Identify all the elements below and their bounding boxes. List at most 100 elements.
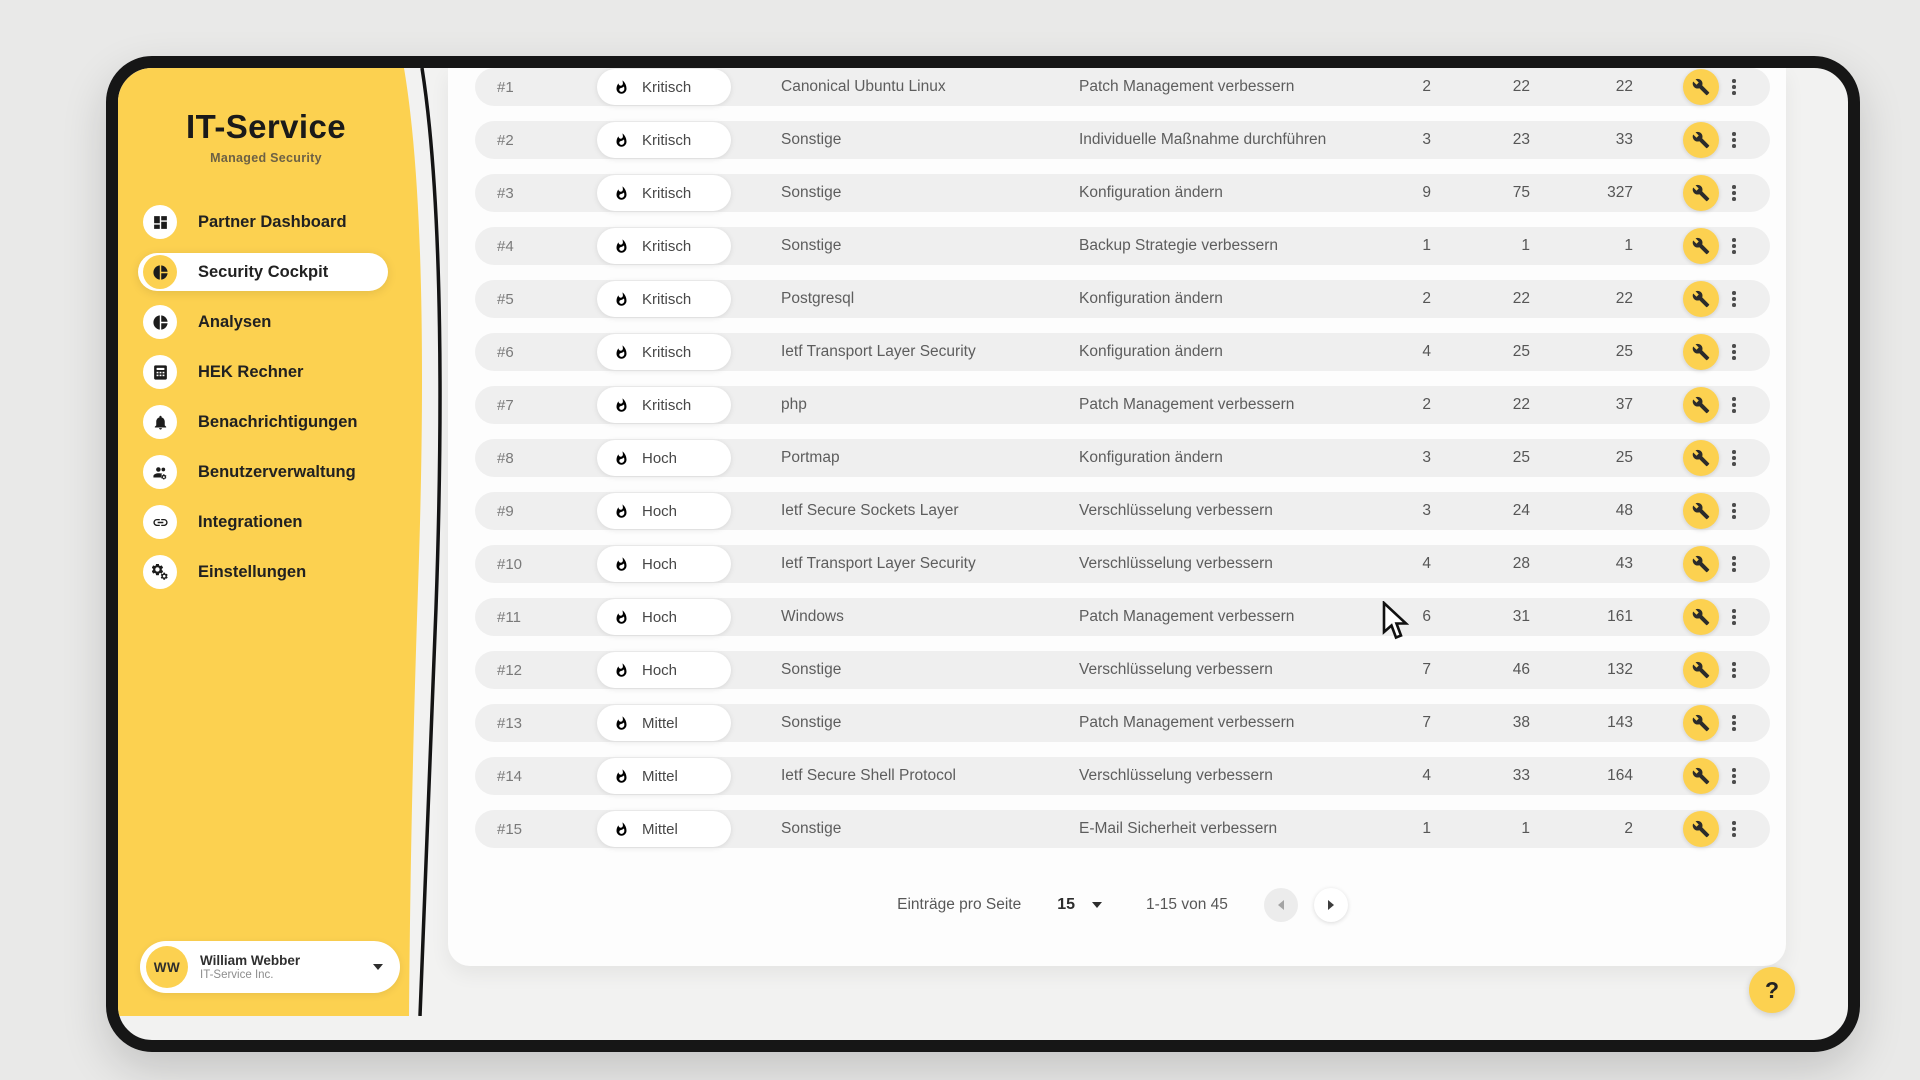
flame-icon: [616, 291, 627, 306]
table-row[interactable]: #3 Kritisch Sonstige Konfiguration änder…: [475, 174, 1770, 212]
fix-action-button[interactable]: [1683, 705, 1719, 741]
flame-icon: [616, 609, 627, 624]
row-menu-button[interactable]: [1728, 817, 1740, 841]
previous-page-button[interactable]: [1263, 888, 1298, 922]
recommendation-text: Konfiguration ändern: [1079, 343, 1223, 360]
row-menu-button[interactable]: [1728, 552, 1740, 576]
flame-icon: [616, 556, 627, 571]
wrench-icon: [1692, 131, 1710, 149]
fix-action-button[interactable]: [1683, 811, 1719, 847]
sidebar-item-label: Benutzerverwaltung: [198, 462, 356, 481]
count-1: 4: [1422, 767, 1431, 784]
sidebar-item-einstellungen[interactable]: Einstellungen: [138, 553, 388, 591]
pie-chart-icon: [152, 314, 168, 330]
severity-label: Kritisch: [642, 237, 692, 255]
table-row[interactable]: #11 Hoch Windows Patch Management verbes…: [475, 598, 1770, 636]
fix-action-button[interactable]: [1683, 546, 1719, 582]
row-rank: #5: [497, 290, 514, 308]
sidebar-item-analysen[interactable]: Analysen: [138, 303, 388, 341]
recommendation-text: Backup Strategie verbessern: [1079, 237, 1279, 254]
table-row[interactable]: #1 Kritisch Canonical Ubuntu Linux Patch…: [475, 68, 1770, 106]
sidebar-nav: Partner Dashboard Security Cockpit Analy…: [138, 203, 388, 603]
recommendation-text: Patch Management verbessern: [1079, 608, 1295, 625]
table-row[interactable]: #6 Kritisch Ietf Transport Layer Securit…: [475, 333, 1770, 371]
severity-label: Mittel: [642, 767, 678, 785]
fix-action-button[interactable]: [1683, 334, 1719, 370]
fix-action-button[interactable]: [1683, 122, 1719, 158]
fix-action-button[interactable]: [1683, 228, 1719, 264]
sidebar-item-hek-rechner[interactable]: HEK Rechner: [138, 353, 388, 391]
table-row[interactable]: #15 Mittel Sonstige E-Mail Sicherheit ve…: [475, 810, 1770, 848]
sidebar-item-partner-dashboard[interactable]: Partner Dashboard: [138, 203, 388, 241]
table-row[interactable]: #14 Mittel Ietf Secure Shell Protocol Ve…: [475, 757, 1770, 795]
fix-action-button[interactable]: [1683, 758, 1719, 794]
chevron-down-icon: [373, 964, 383, 970]
sidebar-item-benachrichtigungen[interactable]: Benachrichtigungen: [138, 403, 388, 441]
table-row[interactable]: #5 Kritisch Postgresql Konfiguration änd…: [475, 280, 1770, 318]
row-rank: #6: [497, 343, 514, 361]
row-menu-button[interactable]: [1728, 764, 1740, 788]
severity-label: Kritisch: [642, 290, 692, 308]
table-row[interactable]: #7 Kritisch php Patch Management verbess…: [475, 386, 1770, 424]
row-menu-button[interactable]: [1728, 499, 1740, 523]
per-page-select[interactable]: 15: [1057, 896, 1102, 914]
count-1: 7: [1422, 661, 1431, 678]
recommendation-text: Individuelle Maßnahme durchführen: [1079, 131, 1327, 148]
recommendation-text: Patch Management verbessern: [1079, 78, 1295, 95]
product-name: php: [781, 396, 807, 413]
wrench-icon: [1692, 661, 1710, 679]
row-menu-button[interactable]: [1728, 658, 1740, 682]
link-icon: [152, 518, 168, 526]
table-row[interactable]: #10 Hoch Ietf Transport Layer Security V…: [475, 545, 1770, 583]
row-menu-button[interactable]: [1728, 605, 1740, 629]
flame-icon: [616, 132, 627, 147]
sidebar-item-benutzerverwaltung[interactable]: Benutzerverwaltung: [138, 453, 388, 491]
count-2: 1: [1521, 237, 1530, 254]
recommendation-text: E-Mail Sicherheit verbessern: [1079, 820, 1278, 837]
count-1: 1: [1422, 820, 1431, 837]
table-row[interactable]: #4 Kritisch Sonstige Backup Strategie ve…: [475, 227, 1770, 265]
sidebar-item-label: Partner Dashboard: [198, 212, 347, 231]
product-name: Canonical Ubuntu Linux: [781, 78, 946, 95]
severity-badge: Kritisch: [597, 387, 731, 423]
fix-action-button[interactable]: [1683, 652, 1719, 688]
count-3: 37: [1615, 396, 1633, 413]
product-name: Sonstige: [781, 820, 842, 837]
wrench-icon: [1692, 502, 1710, 520]
next-page-button[interactable]: [1313, 888, 1348, 922]
row-menu-button[interactable]: [1728, 446, 1740, 470]
table-row[interactable]: #12 Hoch Sonstige Verschlüsselung verbes…: [475, 651, 1770, 689]
count-2: 22: [1512, 396, 1530, 413]
table-row[interactable]: #8 Hoch Portmap Konfiguration ändern 3 2…: [475, 439, 1770, 477]
table-row[interactable]: #2 Kritisch Sonstige Individuelle Maßnah…: [475, 121, 1770, 159]
fix-action-button[interactable]: [1683, 493, 1719, 529]
row-menu-button[interactable]: [1728, 75, 1740, 99]
table-row[interactable]: #9 Hoch Ietf Secure Sockets Layer Versch…: [475, 492, 1770, 530]
fix-action-button[interactable]: [1683, 69, 1719, 105]
row-menu-button[interactable]: [1728, 393, 1740, 417]
row-menu-button[interactable]: [1728, 234, 1740, 258]
app-window: #1 Kritisch Canonical Ubuntu Linux Patch…: [106, 56, 1860, 1052]
row-menu-button[interactable]: [1728, 287, 1740, 311]
wrench-icon: [1692, 343, 1710, 361]
recommendation-text: Konfiguration ändern: [1079, 184, 1223, 201]
sidebar-item-security-cockpit[interactable]: Security Cockpit: [138, 253, 388, 291]
sidebar-item-integrationen[interactable]: Integrationen: [138, 503, 388, 541]
row-menu-button[interactable]: [1728, 128, 1740, 152]
help-button[interactable]: ?: [1749, 967, 1795, 1013]
row-menu-button[interactable]: [1728, 711, 1740, 735]
fix-action-button[interactable]: [1683, 599, 1719, 635]
count-2: 38: [1512, 714, 1530, 731]
pagination-bar: Einträge pro Seite 15 1-15 von 45: [475, 888, 1770, 922]
row-menu-button[interactable]: [1728, 181, 1740, 205]
severity-label: Kritisch: [642, 396, 692, 414]
fix-action-button[interactable]: [1683, 175, 1719, 211]
user-profile-menu[interactable]: WW William Webber IT-Service Inc.: [140, 941, 400, 993]
fix-action-button[interactable]: [1683, 387, 1719, 423]
fix-action-button[interactable]: [1683, 281, 1719, 317]
row-rank: #8: [497, 449, 514, 467]
severity-badge: Kritisch: [597, 69, 731, 105]
fix-action-button[interactable]: [1683, 440, 1719, 476]
table-row[interactable]: #13 Mittel Sonstige Patch Management ver…: [475, 704, 1770, 742]
row-menu-button[interactable]: [1728, 340, 1740, 364]
